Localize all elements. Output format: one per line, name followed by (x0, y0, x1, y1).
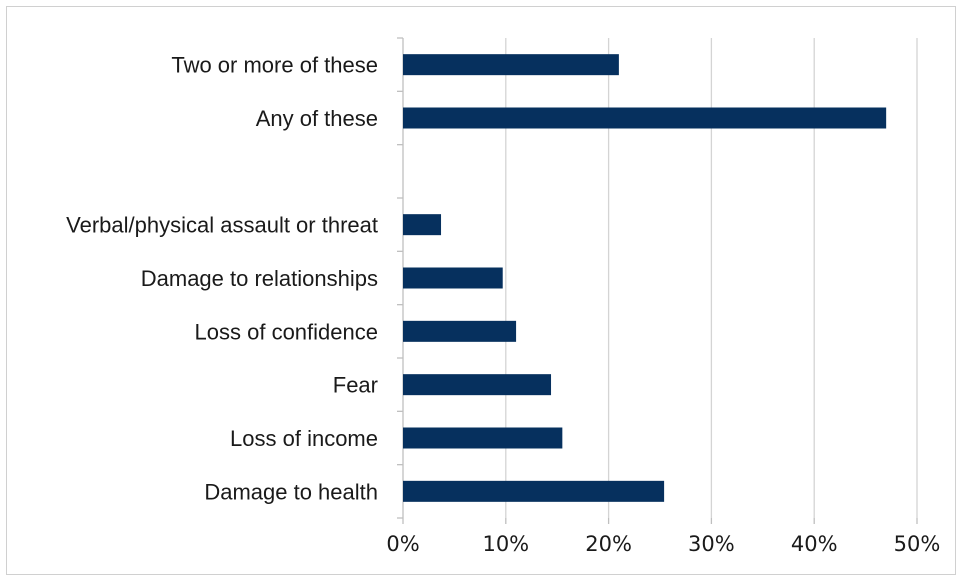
category-label: Fear (333, 373, 378, 398)
bar (403, 54, 619, 76)
x-tick-label: 40% (791, 532, 838, 556)
category-label: Any of these (256, 106, 378, 131)
x-tick-label: 50% (894, 532, 941, 556)
bar (403, 214, 442, 236)
bar (403, 480, 665, 502)
x-tick-label: 30% (688, 532, 735, 556)
bar (403, 320, 517, 342)
x-tick-labels: 0% 10% 20% 30% 40% 50% (386, 532, 940, 556)
bar (403, 107, 887, 129)
x-tick-label: 20% (585, 532, 632, 556)
bar (403, 374, 552, 396)
category-labels: Two or more of these Any of these Verbal/p… (66, 53, 378, 505)
category-label: Verbal/physical assault or threat (66, 213, 378, 238)
x-tick-label: 0% (386, 532, 419, 556)
category-label: Two or more of these (171, 53, 378, 78)
category-label: Damage to relationships (141, 266, 378, 291)
bar (403, 267, 503, 289)
bar (403, 427, 563, 449)
category-label: Damage to health (204, 479, 378, 504)
category-label: Loss of confidence (195, 319, 378, 344)
x-tick-label: 10% (482, 532, 529, 556)
chart-frame (6, 6, 956, 575)
category-label: Loss of income (230, 426, 378, 451)
bars (403, 54, 887, 502)
